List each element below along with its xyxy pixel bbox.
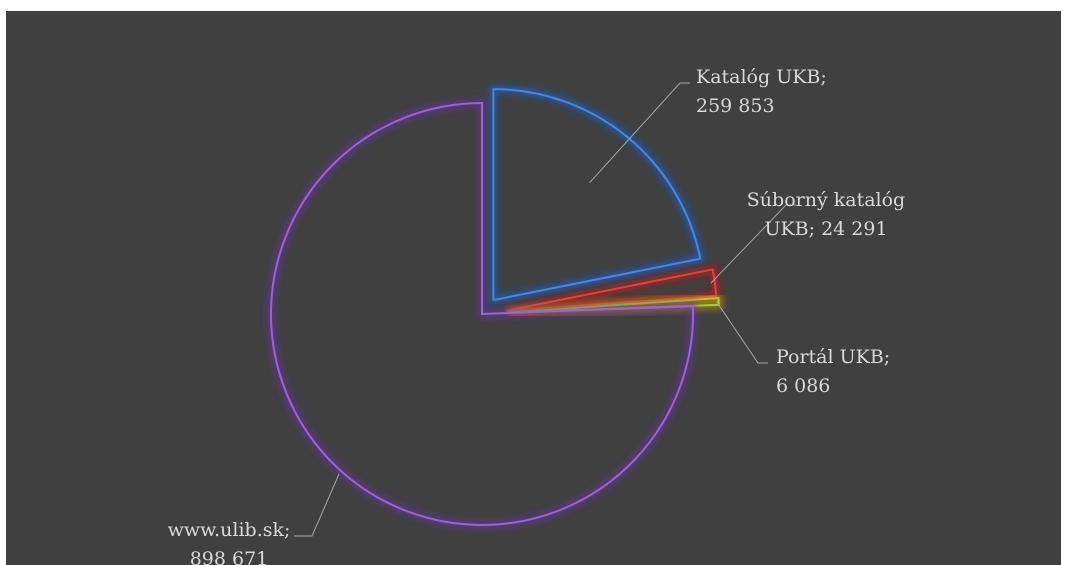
pie-slice-4[interactable] <box>270 101 694 526</box>
pie-chart: Katalóg UKB; 259 853 Súborný katalóg UKB; 2… <box>168 66 906 565</box>
data-label-4: www.ulib.sk; 898 671 <box>168 519 291 565</box>
data-label-line: UKB; 24 291 <box>764 218 887 240</box>
leader-line-3 <box>716 301 768 364</box>
data-label-2: Súborný katalóg UKB; 24 291 <box>747 189 905 240</box>
data-label-line: 898 671 <box>190 548 269 565</box>
data-label-line: 259 853 <box>696 95 775 117</box>
slice-glow-1 <box>488 84 706 306</box>
data-label-1: Katalóg UKB; 259 853 <box>696 66 827 117</box>
data-label-line: Katalóg UKB; <box>696 66 827 88</box>
data-label-line: Súborný katalóg <box>747 189 905 211</box>
leader-line-4 <box>294 473 340 537</box>
data-label-line: www.ulib.sk; <box>168 519 291 541</box>
leader-line-2 <box>710 204 796 284</box>
pie-slice-1[interactable] <box>492 88 702 302</box>
data-label-line: 6 086 <box>776 375 830 397</box>
leader-line-1 <box>589 82 690 183</box>
chart-area: Katalóg UKB; 259 853 Súborný katalóg UKB; 2… <box>6 11 1061 565</box>
data-label-3: Portál UKB; 6 086 <box>776 346 890 397</box>
data-label-line: Portál UKB; <box>776 346 890 368</box>
